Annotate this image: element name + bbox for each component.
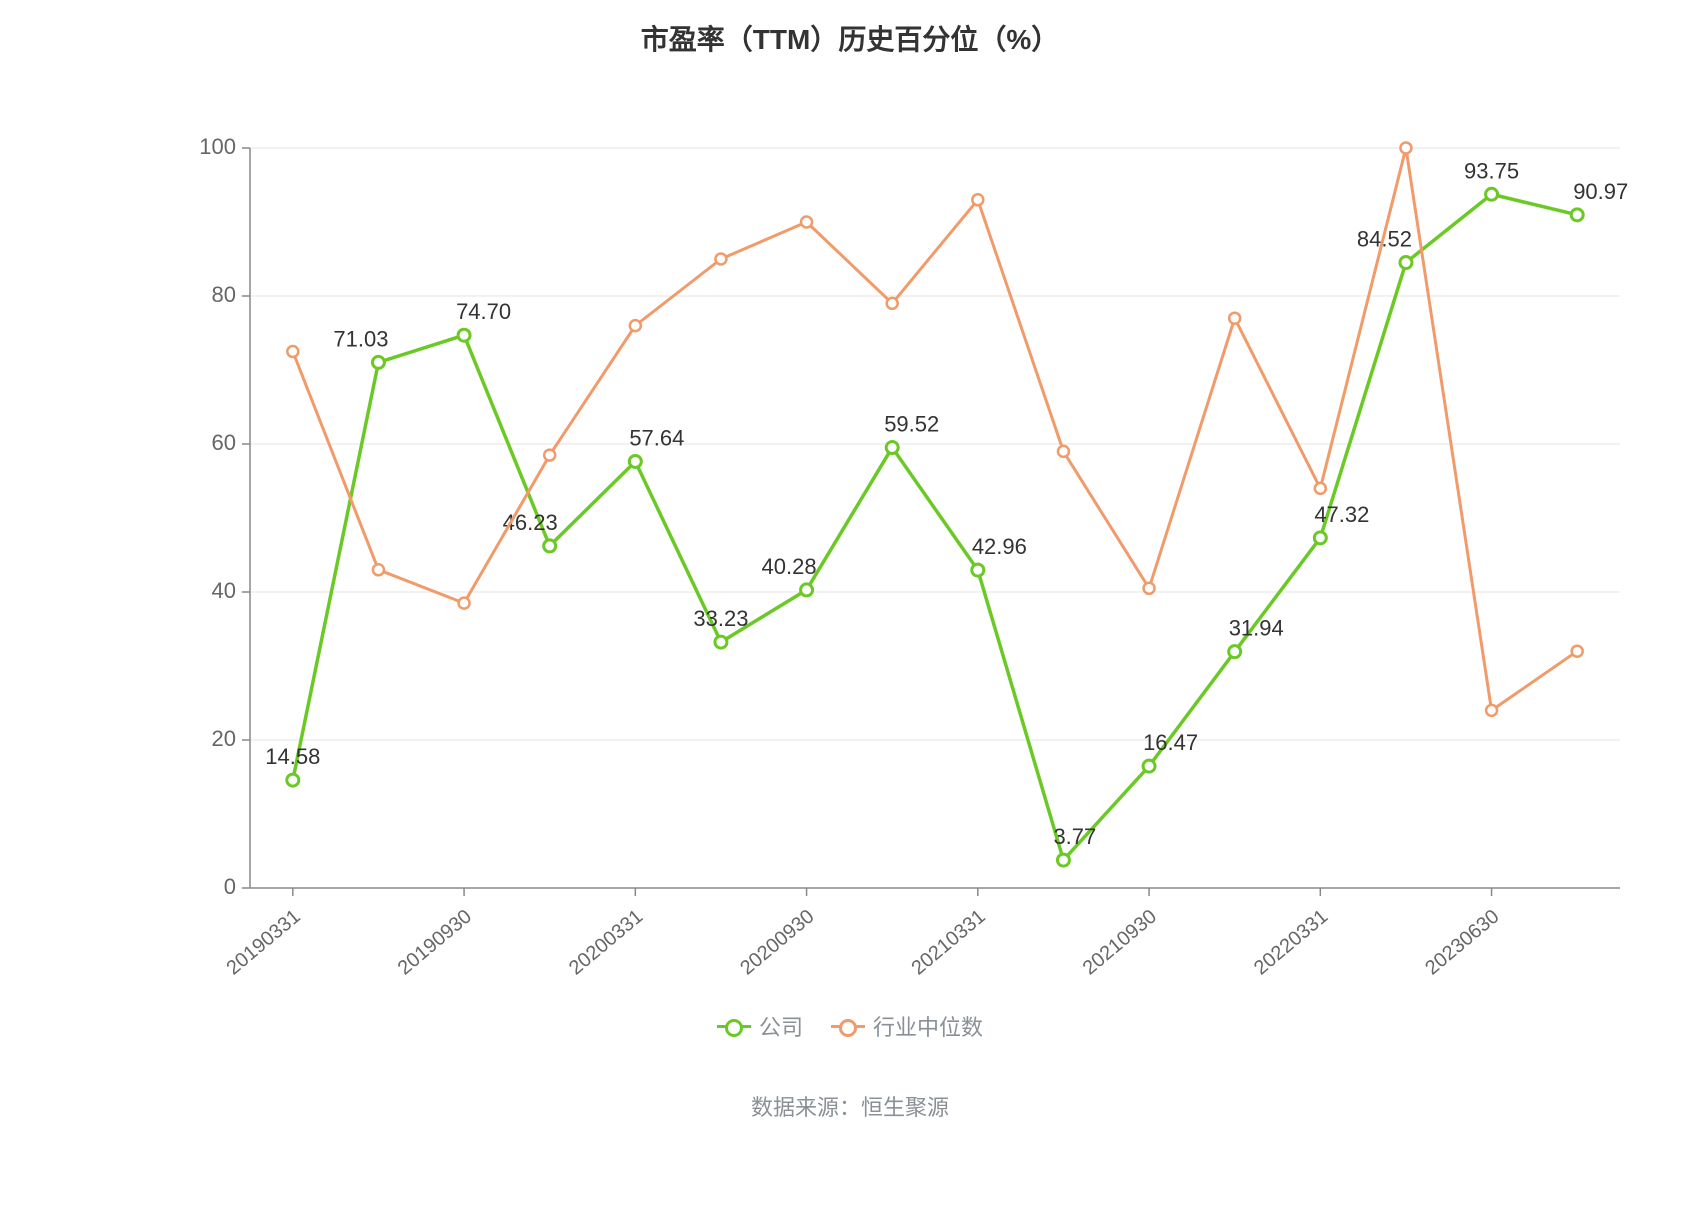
series-marker (1314, 532, 1326, 544)
series-marker (372, 356, 384, 368)
data-label: 40.28 (762, 554, 817, 579)
legend-marker (725, 1019, 743, 1037)
series-marker (801, 584, 813, 596)
data-label: 42.96 (972, 534, 1027, 559)
x-tick-label: 20210930 (1079, 905, 1161, 979)
x-tick-label: 20230630 (1421, 905, 1503, 979)
series-marker (629, 455, 641, 467)
series-marker (287, 774, 299, 786)
series-marker (1400, 143, 1411, 154)
series-marker (715, 254, 726, 265)
legend-item[interactable]: 行业中位数 (831, 1010, 983, 1042)
series-marker (1229, 646, 1241, 658)
series-marker (459, 598, 470, 609)
series-marker (544, 450, 555, 461)
series-marker (1571, 209, 1583, 221)
y-tick-label: 100 (199, 134, 236, 159)
legend-item[interactable]: 公司 (717, 1010, 803, 1042)
chart-container: 市盈率（TTM）历史百分位（%） 0 20 40 60 80 100 20190331 201… (0, 0, 1700, 1150)
y-tick-label: 20 (212, 726, 236, 751)
chart-title: 市盈率（TTM）历史百分位（%） (0, 0, 1700, 58)
series-marker (373, 564, 384, 575)
x-tick-label: 20210331 (907, 905, 989, 979)
data-label: 90.97 (1573, 179, 1628, 204)
data-label: 31.94 (1229, 616, 1284, 641)
x-tick-label: 20220331 (1250, 905, 1332, 979)
series-marker (287, 346, 298, 357)
series-marker (1572, 646, 1583, 657)
legend-label: 公司 (759, 1010, 803, 1042)
series-marker (1058, 446, 1069, 457)
data-label: 16.47 (1143, 730, 1198, 755)
gridlines (250, 148, 1620, 888)
x-tick-label: 20190930 (394, 905, 476, 979)
legend-swatch (831, 1025, 865, 1028)
y-tick-label: 0 (224, 874, 236, 899)
legend-swatch (717, 1025, 751, 1028)
data-label: 57.64 (629, 425, 684, 450)
series-marker (715, 636, 727, 648)
footer-note: 数据来源：恒生聚源 (0, 1090, 1700, 1122)
y-tick-label: 40 (212, 578, 236, 603)
legend-label: 行业中位数 (873, 1010, 983, 1042)
series-marker (1057, 854, 1069, 866)
series-marker (630, 320, 641, 331)
y-tick-label: 80 (212, 282, 236, 307)
series-marker (972, 564, 984, 576)
data-label: 14.58 (265, 744, 320, 769)
data-label: 47.32 (1314, 502, 1369, 527)
series-marker (1400, 257, 1412, 269)
series-marker (1143, 760, 1155, 772)
series-marker (458, 329, 470, 341)
series-marker (544, 540, 556, 552)
series-line (293, 194, 1577, 860)
series-marker (887, 298, 898, 309)
y-tick-label: 60 (212, 430, 236, 455)
series-marker (972, 194, 983, 205)
series-marker (886, 442, 898, 454)
data-label: 3.77 (1053, 824, 1096, 849)
legend: 公司 行业中位数 (0, 1010, 1700, 1042)
data-label: 33.23 (693, 606, 748, 631)
legend-marker (839, 1019, 857, 1037)
series-marker (1315, 483, 1326, 494)
series-marker (1144, 583, 1155, 594)
data-label: 59.52 (884, 412, 939, 437)
series-marker (801, 217, 812, 228)
series-marker (1486, 705, 1497, 716)
series-group: 14.5871.0374.7046.2357.6433.2340.2859.52… (265, 143, 1628, 867)
x-tick-label: 20200930 (736, 905, 818, 979)
x-tick-label: 20190331 (222, 905, 304, 979)
data-label: 93.75 (1464, 158, 1519, 183)
x-tick-label: 20200331 (565, 905, 647, 979)
series-marker (1486, 188, 1498, 200)
data-label: 71.03 (333, 326, 388, 351)
data-label: 74.70 (456, 299, 511, 324)
series-marker (1229, 313, 1240, 324)
